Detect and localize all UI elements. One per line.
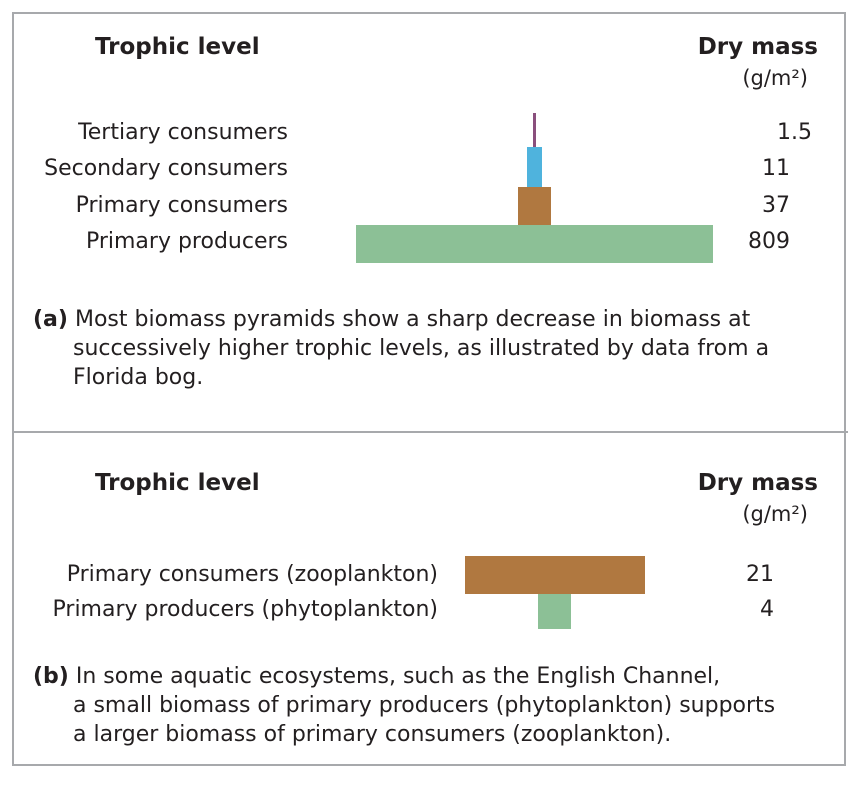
a-value-secondary: 11	[762, 156, 790, 181]
a-caption-line-3: Florida bog.	[73, 365, 204, 390]
a-bar-primary-consumers	[518, 187, 551, 225]
b-bar-primary-consumers	[465, 556, 645, 594]
a-bar-secondary	[527, 147, 542, 187]
b-caption: (b) In some aquatic ecosystems, such as …	[33, 662, 775, 749]
a-header-trophic-level: Trophic level	[95, 34, 260, 60]
a-label-primary-producers: Primary producers	[85, 229, 288, 254]
panel-divider	[12, 431, 848, 433]
b-label-primary-consumers: Primary consumers (zooplankton)	[66, 562, 438, 587]
a-header-dry-mass: Dry mass	[697, 34, 818, 60]
a-label-secondary: Secondary consumers	[44, 156, 288, 181]
b-value-primary-consumers: 21	[746, 562, 774, 587]
a-label-tertiary: Tertiary consumers	[78, 120, 288, 145]
b-header-dry-mass: Dry mass	[697, 470, 818, 496]
a-caption-tag: (a)	[33, 307, 68, 332]
b-label-primary-producers: Primary producers (phytoplankton)	[52, 597, 438, 622]
a-value-primary-producers: 809	[748, 229, 790, 254]
a-bar-primary-producers	[356, 225, 713, 263]
a-caption-line-1: Most biomass pyramids show a sharp decre…	[74, 307, 751, 332]
b-caption-line-2: a small biomass of primary producers (ph…	[73, 693, 776, 718]
b-value-primary-producers: 4	[760, 597, 774, 622]
a-unit: (g/m²)	[742, 66, 808, 90]
b-caption-line-3: a larger biomass of primary consumers (z…	[73, 722, 672, 747]
b-caption-line-1: In some aquatic ecosystems, such as the …	[75, 664, 721, 689]
a-caption-line-2: successively higher trophic levels, as i…	[73, 336, 770, 361]
b-header-trophic-level: Trophic level	[95, 470, 260, 496]
b-unit: (g/m²)	[742, 502, 808, 526]
a-label-primary-consumers: Primary consumers	[75, 193, 288, 218]
a-bar-tertiary	[533, 113, 536, 147]
b-bar-primary-producers	[538, 594, 571, 629]
a-caption: (a) Most biomass pyramids show a sharp d…	[33, 305, 769, 392]
b-caption-tag: (b)	[33, 664, 69, 689]
a-value-tertiary: 1.5	[777, 120, 812, 145]
a-value-primary-consumers: 37	[762, 193, 790, 218]
figure-frame	[12, 12, 846, 766]
